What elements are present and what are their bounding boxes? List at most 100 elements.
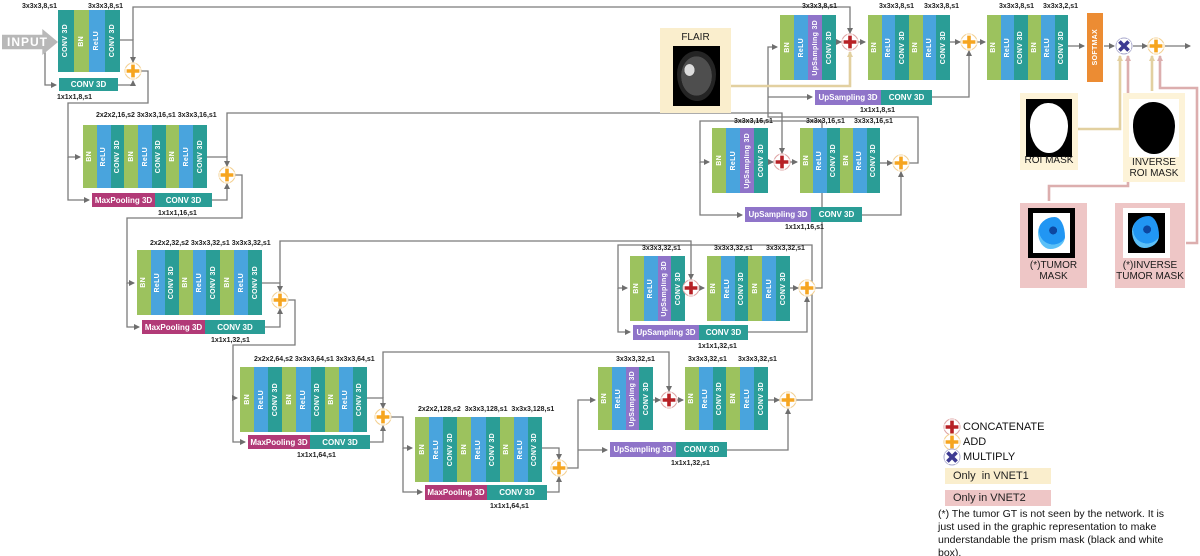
inverse-tumor-mask-label: (*)INVERSE TUMOR MASK: [1116, 260, 1184, 282]
param-label: 3x3x3,32,s1: [616, 356, 655, 363]
relu-bar: ReLU: [643, 256, 658, 321]
input-label: INPUT: [7, 35, 48, 49]
wire: [232, 398, 246, 445]
bn-bar: BN: [415, 417, 430, 482]
param-label: 1x1x1,32,s1: [211, 337, 250, 344]
inverse-tumor-blob: [1132, 216, 1159, 248]
wire: [547, 476, 562, 493]
relu-bar: ReLU: [150, 250, 165, 315]
param-label: 3x3x3,8,s1: [88, 3, 124, 10]
relu-bar: ReLU: [429, 417, 444, 482]
conv-3d-bar: CONV 3D: [895, 15, 910, 80]
wire: [617, 288, 631, 335]
param-label: 3x3x3,32,s1: [642, 245, 681, 252]
wire: [566, 397, 596, 469]
maxpooling-3d-segment: MaxPooling 3D: [92, 193, 155, 207]
bn-bar: BN: [324, 367, 339, 432]
wire: [212, 183, 230, 201]
relu-bar: ReLU: [794, 15, 808, 80]
relu-bar: ReLU: [338, 367, 353, 432]
dec2-main-block: BN ReLU CONV 3D BN ReLU CONV 3D: [800, 128, 880, 193]
relu-bar: ReLU: [1041, 15, 1055, 80]
conv-3d-bar: CONV 3D: [485, 417, 500, 482]
param-label: 3x3x3,16,s1: [734, 118, 773, 125]
enc4-skip-bar: MaxPooling 3D CONV 3D: [248, 435, 370, 449]
add-icon: [218, 166, 236, 184]
tumor-blob: [1038, 217, 1065, 249]
relu-bar: ReLU: [471, 417, 486, 482]
conv-3d-segment: CONV 3D: [310, 435, 370, 449]
inverse-roi-mask-card: INVERSE ROI MASK: [1123, 93, 1185, 182]
enc2-block: BN ReLU CONV 3D BN ReLU CONV 3D BN ReLU CONV 3D: [83, 125, 208, 188]
legend-add-label: ADD: [963, 436, 987, 448]
softmax-bar: SOFTMAX: [1087, 13, 1103, 82]
wire: [390, 416, 413, 451]
wire: [1157, 55, 1199, 245]
bn-bar: BN: [909, 15, 923, 80]
inverse-tumor-mask-image: [1123, 208, 1170, 258]
add-icon: [271, 291, 289, 309]
wire: [617, 244, 813, 401]
upsampling-3d-segment: UpSampling 3D: [610, 442, 676, 457]
dec1-main-block: BN ReLU CONV 3D BN ReLU CONV 3D: [868, 15, 951, 80]
param-label: 1x1x1,8,s1: [57, 94, 93, 101]
legend-concat-icon: [943, 418, 961, 436]
flair-label: FLAIR: [681, 32, 710, 43]
bn-bar: BN: [240, 367, 255, 432]
add-icon: [798, 279, 816, 297]
tumor-mask-card: (*)TUMOR MASK: [1020, 203, 1087, 288]
add-icon: [124, 62, 142, 80]
dec3-main-block: BN ReLU CONV 3D BN ReLU CONV 3D: [707, 256, 790, 321]
relu-bar: ReLU: [234, 250, 249, 315]
add-icon: [550, 459, 568, 477]
param-label: 2x2x2,32,s2 3x3x3,32,s1 3x3x3,32,s1: [150, 240, 271, 247]
param-label: 3x3x3,8,s1: [22, 3, 58, 10]
conv-3d-bar: CONV 3D: [527, 417, 542, 482]
conv-3d-bar: CONV 3D: [639, 367, 653, 430]
relu-bar: ReLU: [611, 367, 626, 430]
conv-3d-segment: CONV 3D: [699, 325, 748, 340]
maxpooling-3d-segment: MaxPooling 3D: [142, 320, 205, 334]
conv-3d-bar: CONV 3D: [110, 125, 125, 188]
legend-concatenate-label: CONCATENATE: [963, 421, 1045, 433]
wire: [862, 171, 904, 216]
wire: [132, 6, 853, 40]
param-label: 3x3x3,32,s1: [688, 356, 727, 363]
roi-mask-label: ROI MASK: [1024, 155, 1074, 166]
relu-bar: ReLU: [89, 10, 105, 72]
conv-3d-bar: CONV 3D: [776, 256, 790, 321]
bn-bar: BN: [83, 125, 97, 188]
wire: [727, 408, 791, 451]
param-label: 3x3x3,32,s1: [766, 245, 805, 252]
roi-brain-shape: [1030, 103, 1068, 153]
relu-bar: ReLU: [813, 128, 827, 193]
maxpooling-3d-segment: MaxPooling 3D: [248, 435, 310, 449]
relu-bar: ReLU: [296, 367, 311, 432]
bn-bar: BN: [165, 125, 180, 188]
enc2-skip-bar: MaxPooling 3D CONV 3D: [92, 193, 212, 207]
bn-bar: BN: [630, 256, 644, 321]
dec1-skip-bar: UpSampling 3D CONV 3D: [815, 90, 932, 105]
inverse-roi-brain-shape: [1133, 102, 1175, 154]
add-icon: [960, 33, 978, 51]
legend-vnet2-box: Only in VNET2: [945, 490, 1051, 506]
upsampling-3d-segment: UpSampling 3D: [745, 207, 811, 222]
add-icon: [1147, 37, 1165, 55]
relu-bar: ReLU: [762, 256, 777, 321]
relu-bar: ReLU: [513, 417, 528, 482]
bn-bar: BN: [707, 256, 721, 321]
relu-bar: ReLU: [726, 128, 740, 193]
inverse-roi-mask-label: INVERSE ROI MASK: [1129, 157, 1179, 179]
wire: [126, 174, 243, 286]
conv-3d-bar: CONV 3D: [1014, 15, 1028, 80]
conv-3d-segment: CONV 3D: [59, 78, 118, 91]
bn-bar: BN: [868, 15, 882, 80]
conv-3d-bar: CONV 3D: [151, 125, 166, 188]
conv-3d-bar: CONV 3D: [443, 417, 458, 482]
conv-3d-bar: CONV 3D: [1054, 15, 1068, 80]
conv-3d-bar: CONV 3D: [826, 128, 840, 193]
flair-image-card: FLAIR: [660, 28, 731, 113]
legend-multiply-label: MULTIPLY: [963, 451, 1016, 463]
bn-bar: BN: [178, 250, 193, 315]
